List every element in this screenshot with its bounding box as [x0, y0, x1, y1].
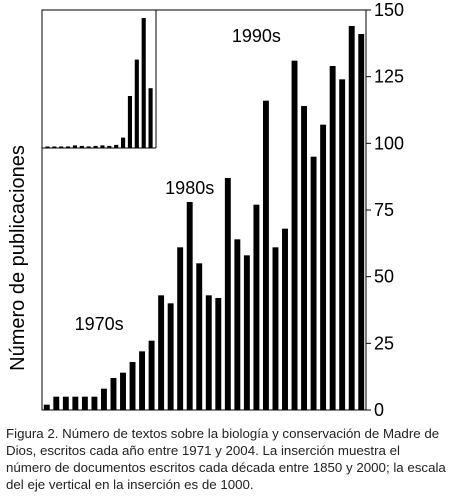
inset-bar-2000 [148, 88, 153, 148]
bar-1978 [110, 378, 117, 410]
inset-bar-1890 [72, 145, 78, 148]
decade-inset [42, 10, 157, 149]
bar-1996 [282, 228, 288, 410]
bar-2003 [348, 26, 355, 410]
bar-1997 [291, 60, 298, 411]
bar-1993 [253, 204, 260, 410]
inset-bar-1980 [134, 59, 139, 148]
bar-1998 [301, 106, 308, 410]
plot-border [41, 9, 367, 411]
bar-2000 [320, 124, 327, 411]
bar-1994 [262, 100, 269, 411]
y-axis-ticks: 0 25 50 75 100 125 150 [366, 0, 404, 420]
inset-bar-1990 [141, 18, 146, 148]
bar-2002 [339, 79, 346, 410]
inset-bar-1920 [93, 145, 98, 148]
annotation-1980s: 1980s [165, 178, 214, 198]
y-tick-label-0: 0 [374, 400, 384, 420]
y-tick-label-150: 150 [374, 0, 404, 20]
inset-bar-1900 [79, 145, 84, 148]
y-tick-label-25: 25 [374, 333, 394, 353]
annotation-1990s: 1990s [232, 26, 281, 46]
inset-bar-1950 [114, 144, 119, 148]
inset-bar-1870 [59, 146, 64, 148]
inset-bar-1860 [52, 146, 57, 148]
bar-1985 [177, 247, 184, 410]
bar-1983 [158, 295, 165, 410]
bar-1975 [81, 396, 88, 410]
bar-1991 [234, 239, 241, 410]
bar-1972 [53, 396, 60, 410]
bar-1974 [72, 396, 79, 410]
bar-1984 [167, 303, 174, 410]
y-axis-label: Número de publicaciones [7, 145, 29, 371]
bar-1988 [205, 295, 212, 410]
plot-frame [41, 9, 367, 411]
y-tick-label-100: 100 [374, 133, 404, 153]
bar-1981 [139, 351, 146, 410]
inset-bar-1850 [45, 146, 50, 148]
inset-bar-1970 [127, 96, 133, 148]
bar-1987 [196, 263, 203, 410]
bar-2001 [329, 66, 336, 410]
inset-bar-1960 [121, 137, 126, 148]
inset-bar-1940 [107, 145, 112, 148]
bar-1971 [43, 404, 50, 410]
publications-bar-chart: 0 25 50 75 100 125 150 1970s 1980s 1990s Número … [7, 0, 404, 420]
bar-1999 [310, 156, 317, 410]
bar-1989 [215, 298, 222, 410]
inset-bar-1910 [86, 146, 91, 148]
bar-1992 [243, 255, 250, 410]
figure-caption: Figura 2. Número de textos sobre la biol… [6, 426, 446, 492]
bar-1979 [120, 372, 126, 410]
main-bars [43, 26, 365, 411]
bar-1995 [272, 247, 279, 410]
annotation-1970s: 1970s [75, 314, 124, 334]
bar-1977 [100, 388, 107, 410]
inset-bar-1880 [66, 146, 71, 148]
bar-1976 [91, 396, 98, 410]
y-tick-label-125: 125 [374, 67, 404, 87]
y-tick-label-50: 50 [374, 267, 394, 287]
decade-annotations: 1970s 1980s 1990s [75, 26, 281, 334]
bar-1990 [224, 178, 231, 410]
bar-2004 [358, 34, 365, 410]
bar-1973 [62, 396, 69, 410]
y-tick-label-75: 75 [374, 200, 394, 220]
bar-1980 [129, 362, 136, 410]
bar-1982 [148, 340, 155, 410]
inset-bar-1930 [100, 145, 105, 148]
bar-1986 [186, 202, 193, 410]
